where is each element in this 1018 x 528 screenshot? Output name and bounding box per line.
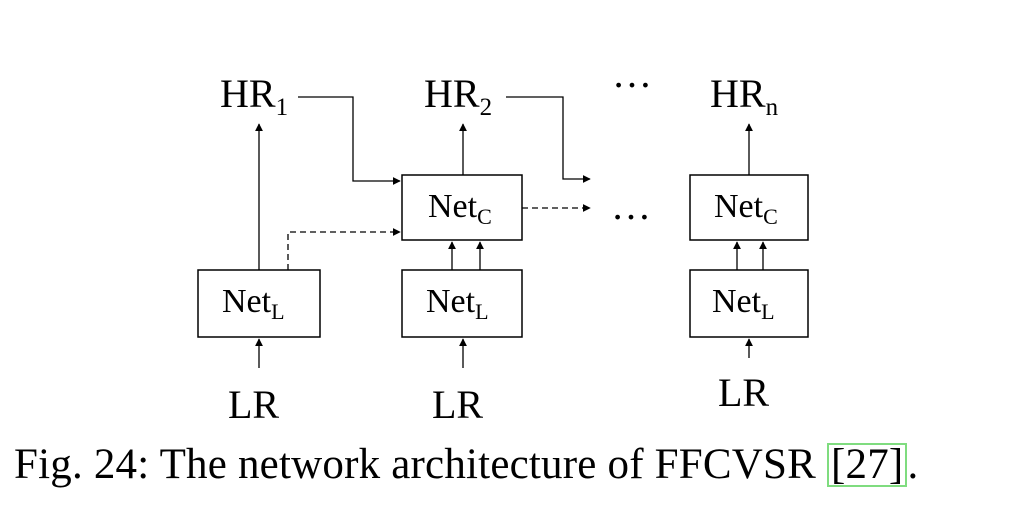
arrow-hr1-to-netc2 [298,96,401,185]
net-c-label-2: NetC [428,188,492,229]
net-l-label-n: NetL [712,283,775,324]
output-hr2-label: HR2 [424,71,492,121]
input-lr-2: LR [432,382,483,427]
net-l-label-1: NetL [222,283,285,324]
input-lr-n: LR [718,370,769,415]
caption-text: Fig. 24: The network architecture of FFC… [14,441,827,488]
figure-caption: Fig. 24: The network architecture of FFC… [14,440,918,489]
net-c-box-2 [401,174,523,241]
input-lr-1: LR [228,382,279,427]
top-ellipsis: … [612,51,652,96]
middle-ellipsis: … [611,183,651,228]
caption-period: . [907,441,919,488]
net-l-box-1 [197,269,321,338]
net-c-label-n: NetC [714,188,778,229]
arrow-hr2-onward [506,96,591,183]
net-c-box-n [689,174,809,241]
citation-link[interactable]: [27] [826,443,908,487]
net-l-label-2: NetL [426,283,489,324]
output-hr1-label: HR1 [220,71,288,121]
output-hrn-label: HRn [710,71,779,121]
dashed-arrow-netl1-to-netc2 [287,228,401,270]
net-l-box-2 [401,269,523,338]
net-l-box-n [689,269,809,338]
